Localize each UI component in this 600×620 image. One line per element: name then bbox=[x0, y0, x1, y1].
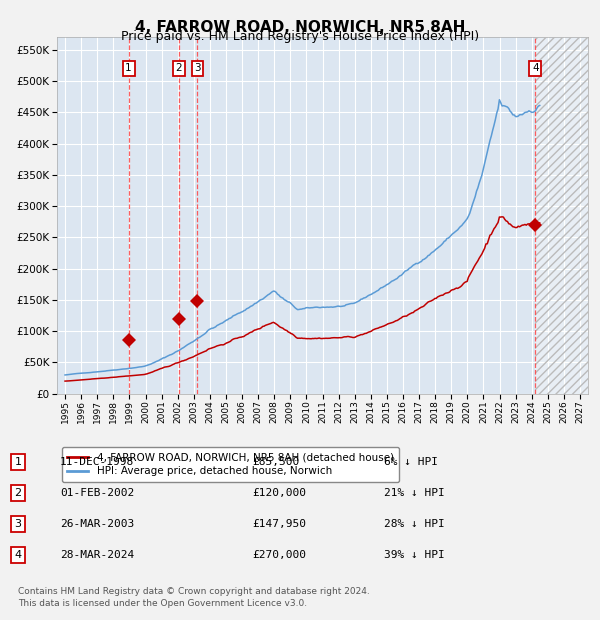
Text: £120,000: £120,000 bbox=[252, 488, 306, 498]
Bar bbox=[535, 37, 588, 394]
Text: 39% ↓ HPI: 39% ↓ HPI bbox=[384, 550, 445, 560]
4, FARROW ROAD, NORWICH, NR5 8AH (detached house) bbox=[499, 213, 506, 221]
Text: 28% ↓ HPI: 28% ↓ HPI bbox=[384, 519, 445, 529]
Text: 3: 3 bbox=[194, 63, 201, 74]
HPI: Average price, detached house, Norwich: (2e+03, 1.05e+05): Average price, detached house, Norwich: … bbox=[209, 324, 217, 332]
HPI: Average price, detached house, Norwich: (2e+03, 4.1e+04): Average price, detached house, Norwich: … bbox=[128, 365, 136, 372]
HPI: Average price, detached house, Norwich: (2.02e+03, 4.6e+05): Average price, detached house, Norwich: … bbox=[501, 102, 508, 110]
HPI: Average price, detached house, Norwich: (2e+03, 3e+04): Average price, detached house, Norwich: … bbox=[61, 371, 68, 379]
4, FARROW ROAD, NORWICH, NR5 8AH (detached house) bbox=[536, 219, 544, 227]
Text: Price paid vs. HM Land Registry's House Price Index (HPI): Price paid vs. HM Land Registry's House … bbox=[121, 30, 479, 43]
Text: 28-MAR-2024: 28-MAR-2024 bbox=[60, 550, 134, 560]
Legend: 4, FARROW ROAD, NORWICH, NR5 8AH (detached house), HPI: Average price, detached : 4, FARROW ROAD, NORWICH, NR5 8AH (detach… bbox=[62, 447, 399, 482]
Text: 1: 1 bbox=[14, 457, 22, 467]
Text: 01-FEB-2002: 01-FEB-2002 bbox=[60, 488, 134, 498]
4, FARROW ROAD, NORWICH, NR5 8AH (detached house) bbox=[199, 348, 206, 356]
Bar bbox=[535, 37, 588, 394]
Line: 4, FARROW ROAD, NORWICH, NR5 8AH (detached house): 4, FARROW ROAD, NORWICH, NR5 8AH (detach… bbox=[65, 217, 540, 381]
Text: 6% ↓ HPI: 6% ↓ HPI bbox=[384, 457, 438, 467]
Text: 4, FARROW ROAD, NORWICH, NR5 8AH: 4, FARROW ROAD, NORWICH, NR5 8AH bbox=[135, 20, 465, 35]
4, FARROW ROAD, NORWICH, NR5 8AH (detached house) bbox=[209, 344, 217, 352]
4, FARROW ROAD, NORWICH, NR5 8AH (detached house) bbox=[61, 378, 68, 385]
Text: 1: 1 bbox=[125, 63, 132, 74]
Text: £85,500: £85,500 bbox=[252, 457, 299, 467]
4, FARROW ROAD, NORWICH, NR5 8AH (detached house) bbox=[524, 220, 531, 228]
Line: HPI: Average price, detached house, Norwich: HPI: Average price, detached house, Norw… bbox=[65, 100, 540, 375]
HPI: Average price, detached house, Norwich: (2e+03, 3.97e+04): Average price, detached house, Norwich: … bbox=[122, 365, 129, 373]
4, FARROW ROAD, NORWICH, NR5 8AH (detached house) bbox=[501, 216, 508, 223]
Text: Contains HM Land Registry data © Crown copyright and database right 2024.: Contains HM Land Registry data © Crown c… bbox=[18, 587, 370, 596]
4, FARROW ROAD, NORWICH, NR5 8AH (detached house) bbox=[128, 372, 136, 379]
Text: 4: 4 bbox=[14, 550, 22, 560]
Text: 21% ↓ HPI: 21% ↓ HPI bbox=[384, 488, 445, 498]
HPI: Average price, detached house, Norwich: (2.02e+03, 4.51e+05): Average price, detached house, Norwich: … bbox=[524, 108, 531, 115]
Text: 2: 2 bbox=[176, 63, 182, 74]
HPI: Average price, detached house, Norwich: (2.02e+03, 4.61e+05): Average price, detached house, Norwich: … bbox=[536, 102, 544, 109]
Text: 2: 2 bbox=[14, 488, 22, 498]
Text: 4: 4 bbox=[532, 63, 539, 74]
HPI: Average price, detached house, Norwich: (2e+03, 9.3e+04): Average price, detached house, Norwich: … bbox=[199, 332, 206, 339]
HPI: Average price, detached house, Norwich: (2.02e+03, 4.7e+05): Average price, detached house, Norwich: … bbox=[496, 96, 503, 104]
Text: 11-DEC-1998: 11-DEC-1998 bbox=[60, 457, 134, 467]
Text: 26-MAR-2003: 26-MAR-2003 bbox=[60, 519, 134, 529]
4, FARROW ROAD, NORWICH, NR5 8AH (detached house) bbox=[122, 373, 129, 380]
Text: £270,000: £270,000 bbox=[252, 550, 306, 560]
Text: This data is licensed under the Open Government Licence v3.0.: This data is licensed under the Open Gov… bbox=[18, 598, 307, 608]
Text: 3: 3 bbox=[14, 519, 22, 529]
Text: £147,950: £147,950 bbox=[252, 519, 306, 529]
